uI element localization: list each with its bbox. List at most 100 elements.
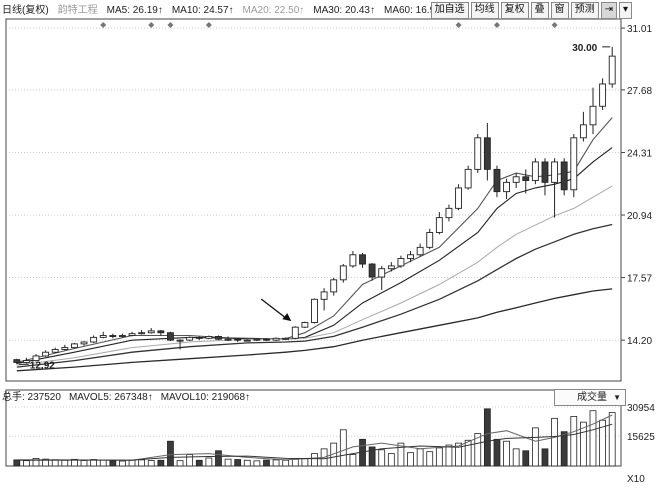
candle-up bbox=[119, 335, 126, 337]
volume-bar bbox=[138, 459, 146, 467]
price-axis-label: 17.57 bbox=[627, 274, 652, 285]
candle-up bbox=[128, 333, 136, 336]
low-price-label: 12.92 bbox=[30, 360, 55, 371]
price-axis-label: 27.68 bbox=[627, 86, 652, 97]
candle-up bbox=[186, 336, 194, 341]
ma-lines-button[interactable]: 均线 bbox=[470, 2, 499, 19]
forecast-button[interactable]: 预测 bbox=[570, 2, 599, 19]
adjust-button[interactable]: 复权 bbox=[500, 2, 529, 19]
candle-down bbox=[109, 335, 117, 337]
candle-down bbox=[167, 332, 174, 341]
mavol10-label: MAVOL10: 219068↑ bbox=[160, 392, 251, 403]
candle-up bbox=[464, 168, 472, 189]
candle-up bbox=[243, 339, 251, 342]
candle-down bbox=[359, 254, 366, 265]
expand-icon[interactable]: ⇥ bbox=[600, 2, 617, 19]
volume-bar bbox=[119, 460, 126, 467]
toolbar-dropdown[interactable]: ▾ bbox=[618, 2, 632, 19]
volume-bar bbox=[541, 448, 549, 467]
event-marker-icon bbox=[167, 22, 174, 28]
high-price-label: 30.00 bbox=[572, 43, 597, 54]
ma5-label: MA5: 26.19↑ bbox=[106, 5, 163, 16]
annotation-arrow-line bbox=[260, 298, 288, 320]
volume-axis-label: 30954 bbox=[627, 403, 655, 414]
volume-bar bbox=[483, 408, 491, 467]
period-label: 日线(复权) bbox=[2, 5, 49, 16]
candle-up bbox=[176, 339, 184, 342]
candle-up bbox=[397, 258, 405, 267]
event-marker-icon bbox=[148, 22, 155, 28]
volume-bar bbox=[263, 459, 270, 467]
annotation-arrow-head bbox=[282, 313, 292, 322]
candle-up bbox=[205, 335, 213, 339]
volume-bar bbox=[71, 458, 78, 467]
window-button[interactable]: 窗 bbox=[550, 2, 569, 19]
volume-bar bbox=[32, 457, 40, 467]
event-marker-icon bbox=[100, 22, 107, 28]
volume-bar bbox=[349, 454, 357, 467]
volume-bar bbox=[589, 410, 597, 467]
volume-bar bbox=[426, 451, 434, 467]
candle-up bbox=[349, 254, 357, 267]
volume-bar bbox=[493, 438, 501, 467]
candle-down bbox=[157, 330, 165, 334]
volume-bar bbox=[147, 460, 155, 467]
candle-up bbox=[282, 337, 290, 340]
event-marker-icon bbox=[493, 22, 500, 28]
candle-up bbox=[570, 137, 578, 191]
total-volume-label: 总手: 237520 bbox=[2, 392, 61, 403]
add-watchlist-button[interactable]: 加自选 bbox=[430, 2, 469, 19]
volume-bar bbox=[176, 460, 184, 467]
candle-up bbox=[42, 351, 50, 357]
candle-down bbox=[215, 335, 222, 340]
volume-indicator-select[interactable]: 成交量 ▼ bbox=[554, 389, 626, 406]
candle-up bbox=[99, 335, 107, 338]
candle-down bbox=[368, 263, 376, 278]
volume-bar bbox=[186, 454, 194, 467]
volume-bar bbox=[599, 419, 606, 467]
volume-bar bbox=[503, 440, 510, 467]
candle-up bbox=[407, 254, 414, 259]
candle-down bbox=[560, 161, 568, 191]
candle-up bbox=[32, 355, 40, 362]
volume-header: 总手: 237520 MAVOL5: 267348↑ MAVOL10: 2190… bbox=[2, 391, 250, 405]
volume-bar bbox=[560, 431, 568, 467]
candle-up bbox=[301, 322, 309, 328]
volume-bar bbox=[339, 429, 347, 467]
volume-bar bbox=[215, 450, 222, 467]
candle-down bbox=[522, 176, 530, 181]
volume-bar bbox=[291, 458, 299, 467]
candle-up bbox=[435, 217, 443, 233]
price-panel-frame bbox=[5, 18, 622, 382]
volume-bar bbox=[397, 442, 405, 467]
mavol-line-mavol5 bbox=[16, 414, 613, 461]
overlay-button[interactable]: 叠 bbox=[530, 2, 549, 19]
candle-up bbox=[579, 124, 587, 139]
candle-up bbox=[22, 360, 30, 363]
candle-up bbox=[224, 338, 232, 341]
volume-bar bbox=[368, 446, 376, 467]
price-axis-label: 24.31 bbox=[627, 148, 652, 159]
volume-bar bbox=[157, 459, 165, 467]
candle-up bbox=[551, 161, 559, 183]
ma-line-ma5 bbox=[16, 117, 613, 363]
candle-up bbox=[320, 291, 328, 300]
candle-down bbox=[541, 161, 549, 183]
event-marker-icon bbox=[551, 22, 558, 28]
candle-up bbox=[51, 348, 59, 353]
volume-bar bbox=[282, 459, 290, 467]
candle-up bbox=[272, 337, 280, 341]
candle-up bbox=[608, 55, 616, 85]
event-marker-icon bbox=[205, 22, 212, 28]
candle-up bbox=[599, 83, 607, 107]
volume-unit-label: X10 bbox=[627, 474, 645, 485]
candle-up bbox=[416, 246, 424, 256]
candle-up bbox=[80, 341, 88, 345]
candle-up bbox=[503, 181, 510, 193]
volume-bar bbox=[311, 453, 318, 467]
candle-up bbox=[512, 176, 520, 183]
volume-bar bbox=[378, 449, 386, 467]
volume-bar bbox=[531, 427, 539, 467]
candle-up bbox=[455, 187, 462, 209]
